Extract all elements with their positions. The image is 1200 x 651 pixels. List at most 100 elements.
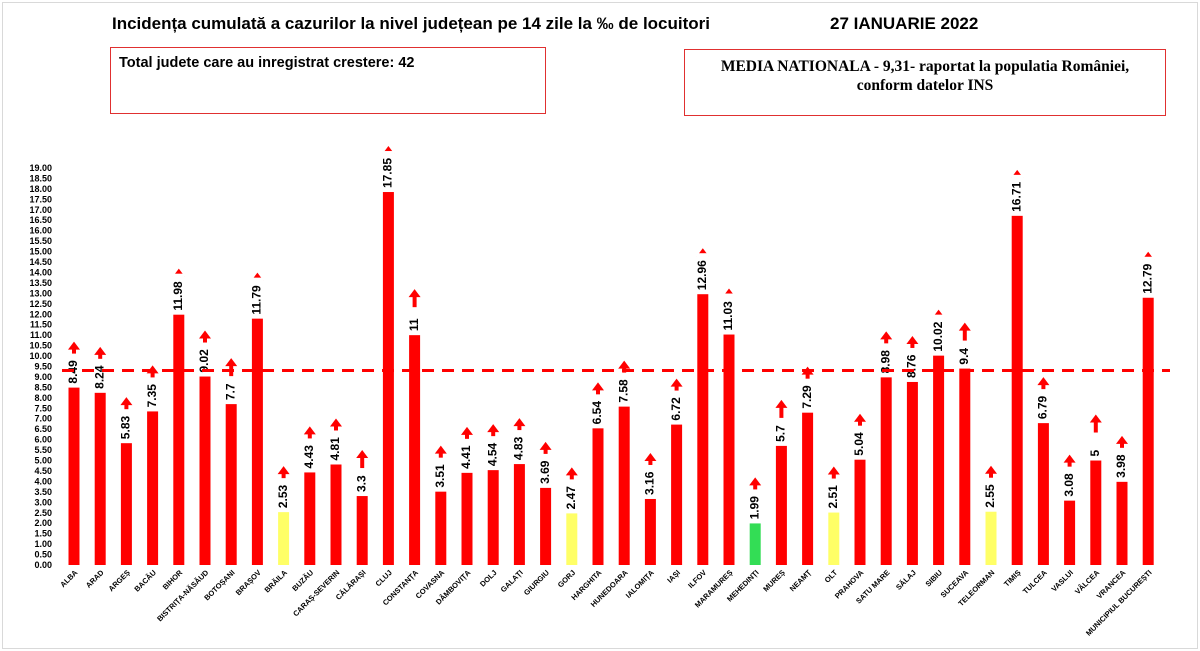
y-tick-label: 12.50: [29, 299, 52, 309]
y-tick-label: 15.50: [29, 236, 52, 246]
category-label: ARGEȘ: [107, 568, 132, 593]
trend-arrow-up-icon: [487, 424, 500, 433]
category-label: IALOMIȚA: [624, 568, 656, 600]
value-label-bg: [539, 453, 552, 484]
value-label-bg: [172, 273, 185, 311]
value-label: 9.4: [957, 348, 971, 365]
trend-arrow-up-icon: [434, 445, 447, 454]
category-label: GIURGIU: [522, 568, 551, 597]
category-label: GORJ: [556, 568, 577, 589]
value-label-bg: [854, 425, 866, 456]
value-label: 3.16: [643, 471, 657, 495]
y-tick-label: 3.50: [34, 487, 52, 497]
category-label: ALBA: [58, 568, 80, 590]
bar-mureș: [775, 445, 787, 565]
trend-arrow-up-icon: [1116, 435, 1128, 444]
value-label: 9.02: [197, 349, 211, 373]
value-label: 7.29: [800, 385, 814, 409]
bar-mehedinți: [749, 523, 761, 565]
value-label: 8.24: [92, 365, 106, 389]
y-tick-label: 1.50: [34, 529, 52, 539]
y-tick-label: 2.00: [34, 518, 52, 528]
value-label: 2.51: [826, 485, 840, 509]
value-label-bg: [670, 390, 683, 421]
trend-arrow-up-icon: [303, 426, 316, 435]
trend-arrow-up-icon: [906, 335, 919, 344]
y-tick-label: 4.50: [34, 466, 52, 476]
bar-bacău: [147, 411, 159, 565]
y-tick-label: 7.00: [34, 414, 52, 424]
value-label: 3.3: [354, 475, 368, 492]
trend-arrow-up-icon: [644, 452, 657, 461]
y-tick-label: 6.00: [34, 435, 52, 445]
category-label: SĂLAJ: [894, 568, 918, 592]
category-label: BUZĂU: [290, 568, 315, 593]
y-tick-label: 3.00: [34, 497, 52, 507]
value-label-bg: [120, 409, 133, 440]
bar-teleorman: [985, 511, 997, 565]
value-label-bg: [68, 353, 80, 384]
value-label: 6.79: [1036, 395, 1050, 419]
bar-ialomița: [644, 498, 656, 565]
value-label-bg: [146, 377, 159, 408]
value-label-bg: [801, 378, 814, 409]
value-label-bg: [565, 479, 578, 510]
bar-cluj: [382, 192, 394, 566]
bar-gorj: [566, 513, 578, 565]
value-label-bg: [775, 418, 788, 442]
category-label: MUREȘ: [761, 568, 787, 594]
increase-summary-text: Total judete care au inregistrat crester…: [119, 55, 415, 71]
trend-arrow-up-icon: [539, 441, 552, 450]
trend-arrow-up-icon: [775, 399, 788, 408]
bar-brașov: [251, 318, 263, 565]
bar-bihor: [173, 314, 185, 565]
value-label: 11.79: [250, 285, 264, 315]
category-label: NEAMȚ: [788, 568, 814, 594]
y-tick-label: 11.00: [30, 330, 52, 340]
bar-suceava: [959, 368, 971, 565]
value-label-bg: [1037, 389, 1050, 420]
category-label: DOLJ: [478, 568, 499, 589]
bar-vâlcea: [1090, 460, 1102, 565]
bar-harghita: [592, 428, 604, 565]
y-tick-label: 15.00: [29, 247, 52, 257]
bar-sibiu: [933, 355, 945, 565]
bar-satu-mare: [880, 377, 892, 565]
value-label-bg: [461, 438, 473, 469]
y-tick-label: 18.00: [29, 184, 52, 194]
value-label-bg: [592, 394, 604, 425]
category-label: OLT: [823, 568, 840, 585]
category-label: TIMIȘ: [1002, 568, 1023, 589]
y-tick-label: 16.50: [29, 215, 52, 225]
y-tick-label: 14.00: [29, 267, 52, 277]
trend-arrow-up-icon: [1037, 377, 1050, 386]
category-label: SIBIU: [923, 568, 944, 589]
bar-călărași: [356, 496, 368, 565]
y-tick-label: 8.50: [34, 382, 52, 392]
trend-arrow-up-icon: [513, 418, 526, 427]
bar-hunedoara: [618, 406, 630, 565]
value-label-bg: [356, 469, 369, 493]
y-tick-label: 10.50: [29, 341, 52, 351]
bar-bistrița-năsăud: [199, 376, 211, 565]
bar-covasna: [435, 491, 447, 565]
value-label: 7.58: [616, 379, 630, 403]
trend-arrow-up-icon: [120, 397, 133, 406]
value-label-bg: [408, 315, 421, 332]
value-label: 4.81: [328, 437, 342, 461]
trend-arrow-up-icon: [565, 467, 578, 476]
y-tick-label: 14.50: [29, 257, 52, 267]
category-label: CARAȘ-SEVERIN: [291, 568, 341, 618]
trend-arrow-up-icon: [225, 358, 238, 367]
bar-arad: [94, 392, 106, 565]
value-label: 4.43: [302, 445, 316, 469]
value-label-bg: [985, 477, 997, 508]
bar-galați: [513, 464, 525, 565]
trend-arrow-up-icon: [408, 289, 421, 298]
bar-caraș-severin: [330, 464, 342, 565]
bar-dolj: [487, 470, 499, 565]
category-label: BIHOR: [161, 568, 185, 592]
category-label: ILFOV: [686, 568, 708, 590]
y-tick-label: 2.50: [34, 508, 52, 518]
